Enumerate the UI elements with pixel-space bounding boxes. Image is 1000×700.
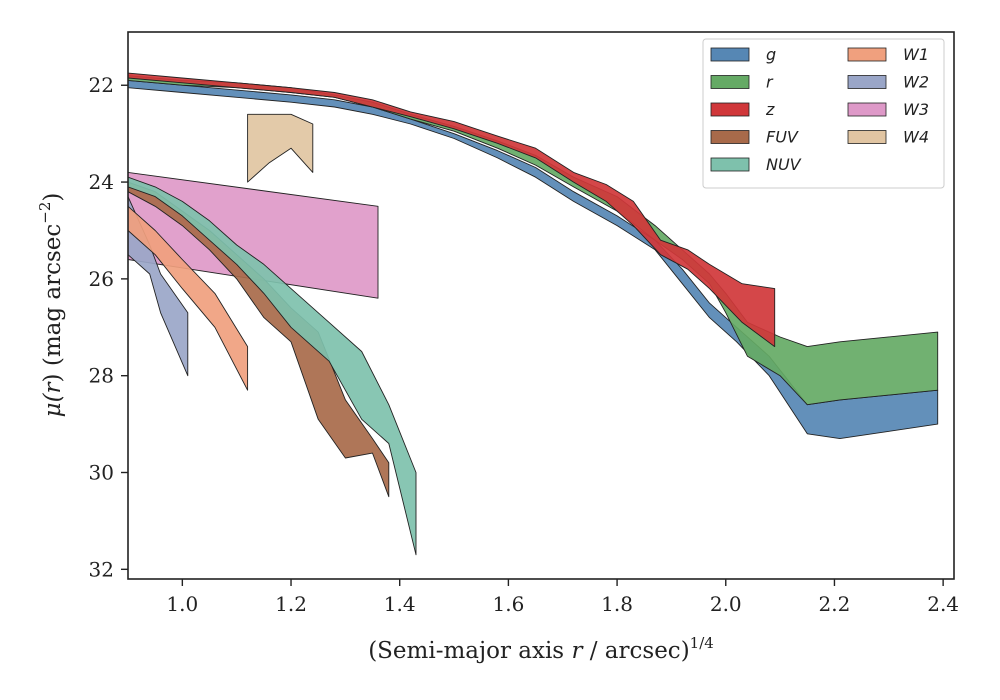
- x-tick-label: 1.4: [384, 592, 416, 616]
- x-tick-label: 2.0: [710, 592, 742, 616]
- legend-label-r: r: [766, 73, 774, 92]
- x-tick-label: 2.2: [819, 592, 851, 616]
- band-w4: [247, 113, 314, 183]
- legend-swatch-w4: [847, 130, 887, 144]
- y-tick-label: 26: [89, 267, 114, 291]
- plot-frame: [127, 31, 955, 580]
- legend-swatch-z: [710, 102, 750, 117]
- y-tick-label: 30: [89, 461, 114, 485]
- legend-swatch-g: [710, 47, 750, 62]
- y-tick-label: 28: [89, 364, 114, 388]
- y-tick-label: 32: [89, 557, 114, 581]
- legend-label-nuv: NUV: [766, 155, 802, 174]
- legend: grz FUV NUV W1 W2 W3 W4: [702, 38, 945, 189]
- x-tick-label: 1.0: [166, 592, 198, 616]
- x-axis-ticks: 1.0 1.2 1.4 1.6 1.8 2.0 2.2 2.4: [166, 579, 959, 616]
- x-tick-label: 1.8: [601, 592, 633, 616]
- band-w3: [128, 171, 379, 299]
- x-tick-label: 2.4: [927, 592, 959, 616]
- legend-swatch-w2: [847, 75, 887, 89]
- legend-label-z: z: [765, 100, 775, 119]
- y-tick-label: 22: [89, 73, 114, 97]
- legend-label-g: g: [766, 45, 776, 64]
- band-g: [128, 79, 939, 440]
- legend-swatch-fuv: [710, 130, 750, 144]
- band-nuv: [128, 176, 417, 556]
- legend-swatch-w3: [847, 102, 887, 117]
- band-z: [128, 72, 776, 348]
- legend-label-w2: W2: [903, 73, 929, 92]
- y-axis-ticks: 22 24 26 28 30 32: [89, 73, 128, 581]
- legend-label-w3: W3: [903, 100, 929, 119]
- legend-swatch-nuv: [710, 157, 750, 172]
- legend-label-fuv: FUV: [766, 128, 799, 147]
- legend-label-w4: W4: [903, 128, 929, 147]
- y-tick-label: 24: [89, 170, 114, 194]
- bands-layer: [128, 72, 939, 556]
- legend-swatch-w1: [847, 47, 887, 62]
- x-tick-label: 1.6: [492, 592, 524, 616]
- band-w1: [128, 205, 249, 391]
- x-tick-label: 1.2: [275, 592, 307, 616]
- y-axis-label: μ(r) (mag arcsec−2): [36, 193, 66, 418]
- legend-label-w1: W1: [903, 45, 929, 64]
- x-axis-label: (Semi-major axis r / arcsec)1/4: [368, 634, 714, 664]
- legend-swatch-r: [710, 75, 750, 89]
